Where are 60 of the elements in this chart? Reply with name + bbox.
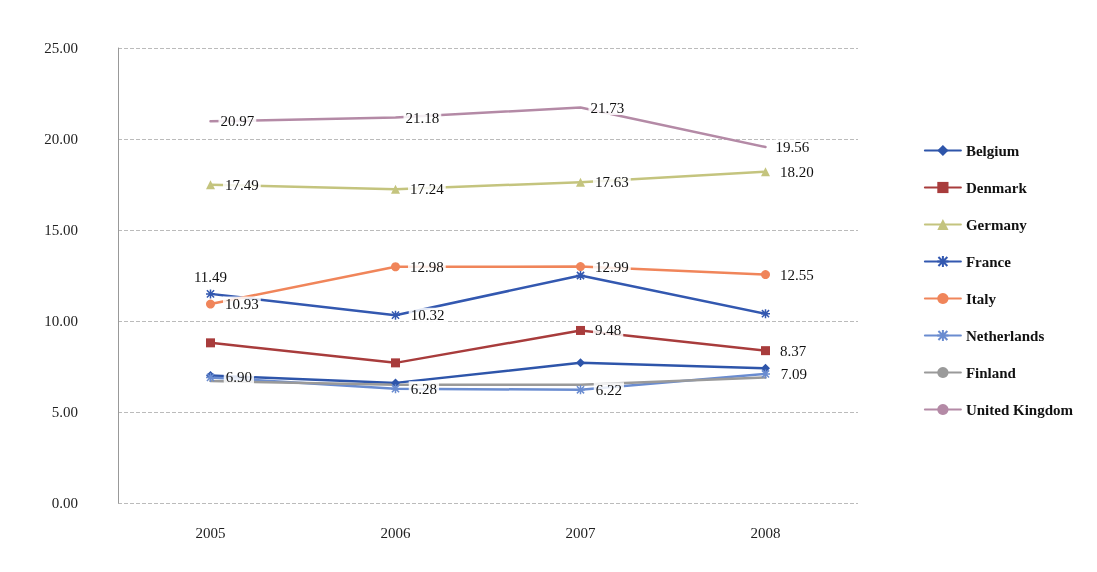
point bbox=[761, 167, 770, 177]
data-label: 10.93 bbox=[225, 296, 259, 313]
data-label: 6.90 bbox=[225, 369, 252, 386]
data-label: 10.32 bbox=[410, 307, 445, 324]
data-label: 17.49 bbox=[225, 176, 259, 193]
x-tick-label: 2008 bbox=[750, 524, 781, 541]
point bbox=[391, 262, 400, 272]
point bbox=[761, 270, 770, 280]
legend-label: Italy bbox=[965, 290, 997, 307]
data-label: 8.37 bbox=[780, 342, 807, 359]
data-label: 19.56 bbox=[775, 139, 810, 156]
data-label: 20.97 bbox=[220, 113, 255, 130]
data-label: 11.49 bbox=[193, 269, 228, 286]
point bbox=[206, 338, 215, 348]
x-tick-label: 2007 bbox=[565, 524, 596, 541]
data-label: 12.98 bbox=[410, 258, 444, 275]
legend-label: Finland bbox=[965, 364, 1017, 381]
point bbox=[761, 363, 770, 373]
point bbox=[206, 180, 215, 190]
data-label: 7.09 bbox=[780, 365, 807, 382]
legend-label: Germany bbox=[965, 216, 1028, 233]
point bbox=[575, 270, 586, 281]
point bbox=[576, 177, 585, 187]
data-label: 21.18 bbox=[405, 109, 440, 126]
point bbox=[391, 184, 400, 194]
point bbox=[761, 346, 770, 356]
point bbox=[576, 325, 585, 335]
data-label: 6.22 bbox=[595, 381, 622, 398]
point bbox=[391, 358, 400, 368]
legend-label: Belgium bbox=[965, 142, 1020, 159]
data-label: 9.48 bbox=[595, 322, 622, 339]
y-tick-label: 10.00 bbox=[44, 313, 78, 329]
y-tick-label: 25.00 bbox=[44, 40, 78, 56]
point bbox=[391, 378, 400, 388]
data-label: 18.20 bbox=[780, 163, 814, 180]
point bbox=[205, 288, 216, 300]
legend-label: Denmark bbox=[965, 179, 1028, 196]
point bbox=[760, 368, 771, 380]
y-tick-label: 0.00 bbox=[51, 495, 78, 511]
legend-label: France bbox=[965, 253, 1012, 270]
x-tick-label: 2005 bbox=[195, 524, 226, 541]
data-label: 21.73 bbox=[590, 99, 625, 116]
data-label: 6.28 bbox=[410, 380, 437, 397]
point bbox=[576, 358, 585, 368]
point bbox=[390, 309, 401, 321]
y-tick-label: 20.00 bbox=[44, 131, 78, 147]
data-label: 12.99 bbox=[595, 258, 629, 275]
point bbox=[760, 308, 771, 319]
x-tick-label: 2006 bbox=[380, 524, 411, 541]
legend-label: United Kingdom bbox=[965, 401, 1074, 418]
data-label: 17.24 bbox=[410, 181, 445, 198]
point bbox=[576, 262, 585, 272]
legend-label: Netherlands bbox=[965, 327, 1045, 344]
y-tick-label: 15.00 bbox=[44, 222, 78, 238]
point bbox=[390, 383, 401, 394]
data-label: 17.63 bbox=[595, 174, 629, 191]
y-tick-label: 5.00 bbox=[51, 404, 78, 420]
data-label: 12.55 bbox=[780, 266, 814, 283]
point bbox=[575, 384, 586, 396]
point bbox=[206, 299, 215, 309]
